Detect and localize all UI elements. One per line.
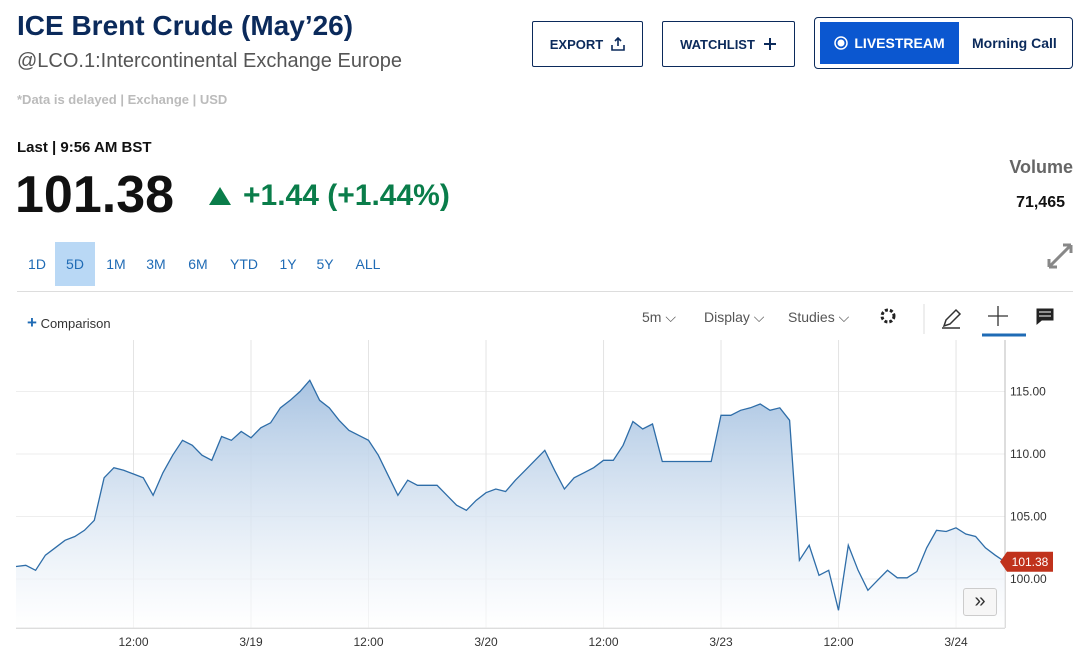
watchlist-button[interactable]: WATCHLIST xyxy=(662,21,795,67)
y-tick-label: 115.00 xyxy=(1010,385,1046,399)
comparison-button[interactable]: + Comparison xyxy=(27,313,111,332)
crosshair-icon[interactable] xyxy=(988,306,1008,326)
tool-icons xyxy=(880,304,1055,337)
x-tick-label: 12:00 xyxy=(589,635,619,649)
range-tab[interactable]: ALL xyxy=(355,256,381,272)
x-tick-label: 3/24 xyxy=(944,635,968,649)
settings-icon[interactable] xyxy=(880,308,896,324)
interval-menu[interactable]: 5m ⌵ xyxy=(642,309,676,325)
last-price-label: 101.38 xyxy=(1012,555,1049,569)
range-tab[interactable]: 1D xyxy=(28,256,46,272)
morning-call[interactable]: Morning Call xyxy=(972,35,1057,51)
draw-icon[interactable] xyxy=(942,308,962,329)
studies-label: Studies xyxy=(788,309,835,325)
expand-icon[interactable] xyxy=(1046,242,1074,270)
change: +1.44 (+1.44%) xyxy=(243,179,450,213)
last-price: 101.38 xyxy=(15,166,175,224)
plus-icon xyxy=(763,38,776,50)
studies-menu[interactable]: Studies ⌵ xyxy=(788,309,850,325)
x-tick-label: 12:00 xyxy=(118,635,148,649)
comment-icon[interactable] xyxy=(1035,307,1055,328)
volume-label: Volume xyxy=(1009,157,1073,177)
title: ICE Brent Crude (May’26) xyxy=(17,10,354,41)
livestream-group: LIVESTREAM Morning Call xyxy=(814,17,1073,69)
export-label: EXPORT xyxy=(549,36,604,52)
x-tick-label: 3/20 xyxy=(474,635,498,649)
livestream-label: LIVESTREAM xyxy=(854,35,945,51)
interval-label: 5m xyxy=(642,309,662,325)
change-abs: +1.44 xyxy=(243,179,319,212)
change-pct: (+1.44%) xyxy=(327,179,450,212)
export-button[interactable]: EXPORT xyxy=(532,21,643,67)
x-tick-label: 12:00 xyxy=(824,635,854,649)
range-tab[interactable]: YTD xyxy=(230,256,258,272)
range-tab[interactable]: 1M xyxy=(106,256,126,272)
subtitle: @LCO.1:Intercontinental Exchange Europe xyxy=(17,50,402,72)
y-tick-label: 105.00 xyxy=(1010,510,1047,524)
range-tab[interactable]: 5Y xyxy=(316,256,334,272)
x-tick-label: 12:00 xyxy=(353,635,383,649)
watchlist-label: WATCHLIST xyxy=(680,36,755,52)
live-icon xyxy=(834,36,849,50)
display-label: Display xyxy=(704,309,750,325)
y-tick-label: 110.00 xyxy=(1010,447,1046,461)
range-tab[interactable]: 1Y xyxy=(279,256,297,272)
range-tab[interactable]: 5D xyxy=(55,242,95,286)
share-icon xyxy=(611,37,626,51)
price-line xyxy=(15,379,1006,611)
area-fill xyxy=(16,380,1005,628)
delay-note: *Data is delayed | Exchange | USD xyxy=(17,92,228,107)
x-tick-label: 3/23 xyxy=(709,635,733,649)
last-label: Last | 9:56 AM BST xyxy=(17,139,152,156)
scroll-right-button[interactable]: » xyxy=(963,588,997,616)
divider xyxy=(17,291,1073,292)
x-tick-label: 3/19 xyxy=(239,635,263,649)
livestream-button[interactable]: LIVESTREAM xyxy=(820,22,959,64)
last-price-badge xyxy=(1000,551,1053,572)
y-tick-label: 100.00 xyxy=(1010,572,1047,586)
comparison-label: Comparison xyxy=(40,316,111,331)
volume-value: 71,465 xyxy=(1016,194,1065,211)
range-tab[interactable]: 3M xyxy=(146,256,166,272)
up-arrow xyxy=(209,187,231,205)
range-tab[interactable]: 6M xyxy=(188,256,208,272)
display-menu[interactable]: Display ⌵ xyxy=(704,309,765,325)
